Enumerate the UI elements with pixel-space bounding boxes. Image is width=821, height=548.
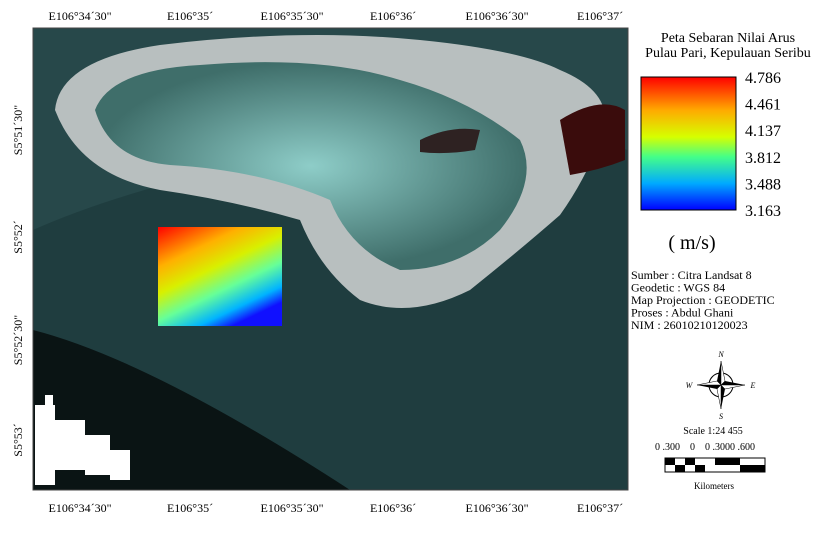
colorbar	[641, 77, 736, 210]
map-layout: N E S W E106°34´30" E106°35´ E106°35´30" E106°…	[0, 0, 821, 548]
top-coord-label: E106°36´	[370, 9, 416, 23]
current-raster	[158, 227, 282, 326]
bottom-coord-label: E106°34´30"	[48, 501, 111, 515]
compass-letter: E	[750, 381, 756, 390]
colorbar-ramp	[641, 77, 736, 210]
bottom-coord-label: E106°36´	[370, 501, 416, 515]
compass-letter: N	[717, 350, 724, 359]
legend-title: Peta Sebaran Nilai Arus	[661, 31, 795, 46]
source-info: NIM : 26010210120023	[631, 318, 748, 332]
scale-bar	[665, 458, 765, 472]
legend-title: Pulau Pari, Kepulauan Seribu	[645, 46, 811, 61]
compass-letter: S	[719, 412, 723, 421]
map-frame	[33, 28, 628, 490]
colorbar-label: 3.163	[745, 203, 781, 220]
colorbar-label: 3.812	[745, 150, 781, 167]
left-coord-label: S5°51´30"	[11, 105, 25, 155]
colorbar-label: 4.137	[745, 123, 781, 140]
left-coord-label: S5°52´	[11, 220, 25, 253]
north-arrow: N E S W	[686, 350, 756, 421]
top-coord-label: E106°36´30"	[465, 9, 528, 23]
top-coord-label: E106°35´	[167, 9, 213, 23]
colorbar-label: 4.461	[745, 97, 781, 114]
colorbar-label: 4.786	[745, 70, 781, 87]
scale-unit: Kilometers	[694, 481, 734, 491]
top-coord-label: E106°34´30"	[48, 9, 111, 23]
scale-ticks: 0 .300 0 0 .3000 .600	[655, 442, 755, 453]
bottom-coord-label: E106°37´	[577, 501, 623, 515]
top-coord-label: E106°35´30"	[260, 9, 323, 23]
top-coord-label: E106°37´	[577, 9, 623, 23]
left-coord-label: S5°52´30"	[11, 315, 25, 365]
scale-text: Scale 1:24 455	[683, 426, 742, 437]
unit-label: ( m/s)	[668, 232, 715, 254]
bottom-coord-label: E106°36´30"	[465, 501, 528, 515]
compass-letter: W	[686, 381, 694, 390]
colorbar-label: 3.488	[745, 176, 781, 193]
bottom-coord-label: E106°35´30"	[260, 501, 323, 515]
left-coord-label: S5°53´	[11, 423, 25, 456]
page: N E S W E106°34´30" E106°35´ E106°35´30" E106°…	[0, 0, 821, 548]
bottom-coord-label: E106°35´	[167, 501, 213, 515]
